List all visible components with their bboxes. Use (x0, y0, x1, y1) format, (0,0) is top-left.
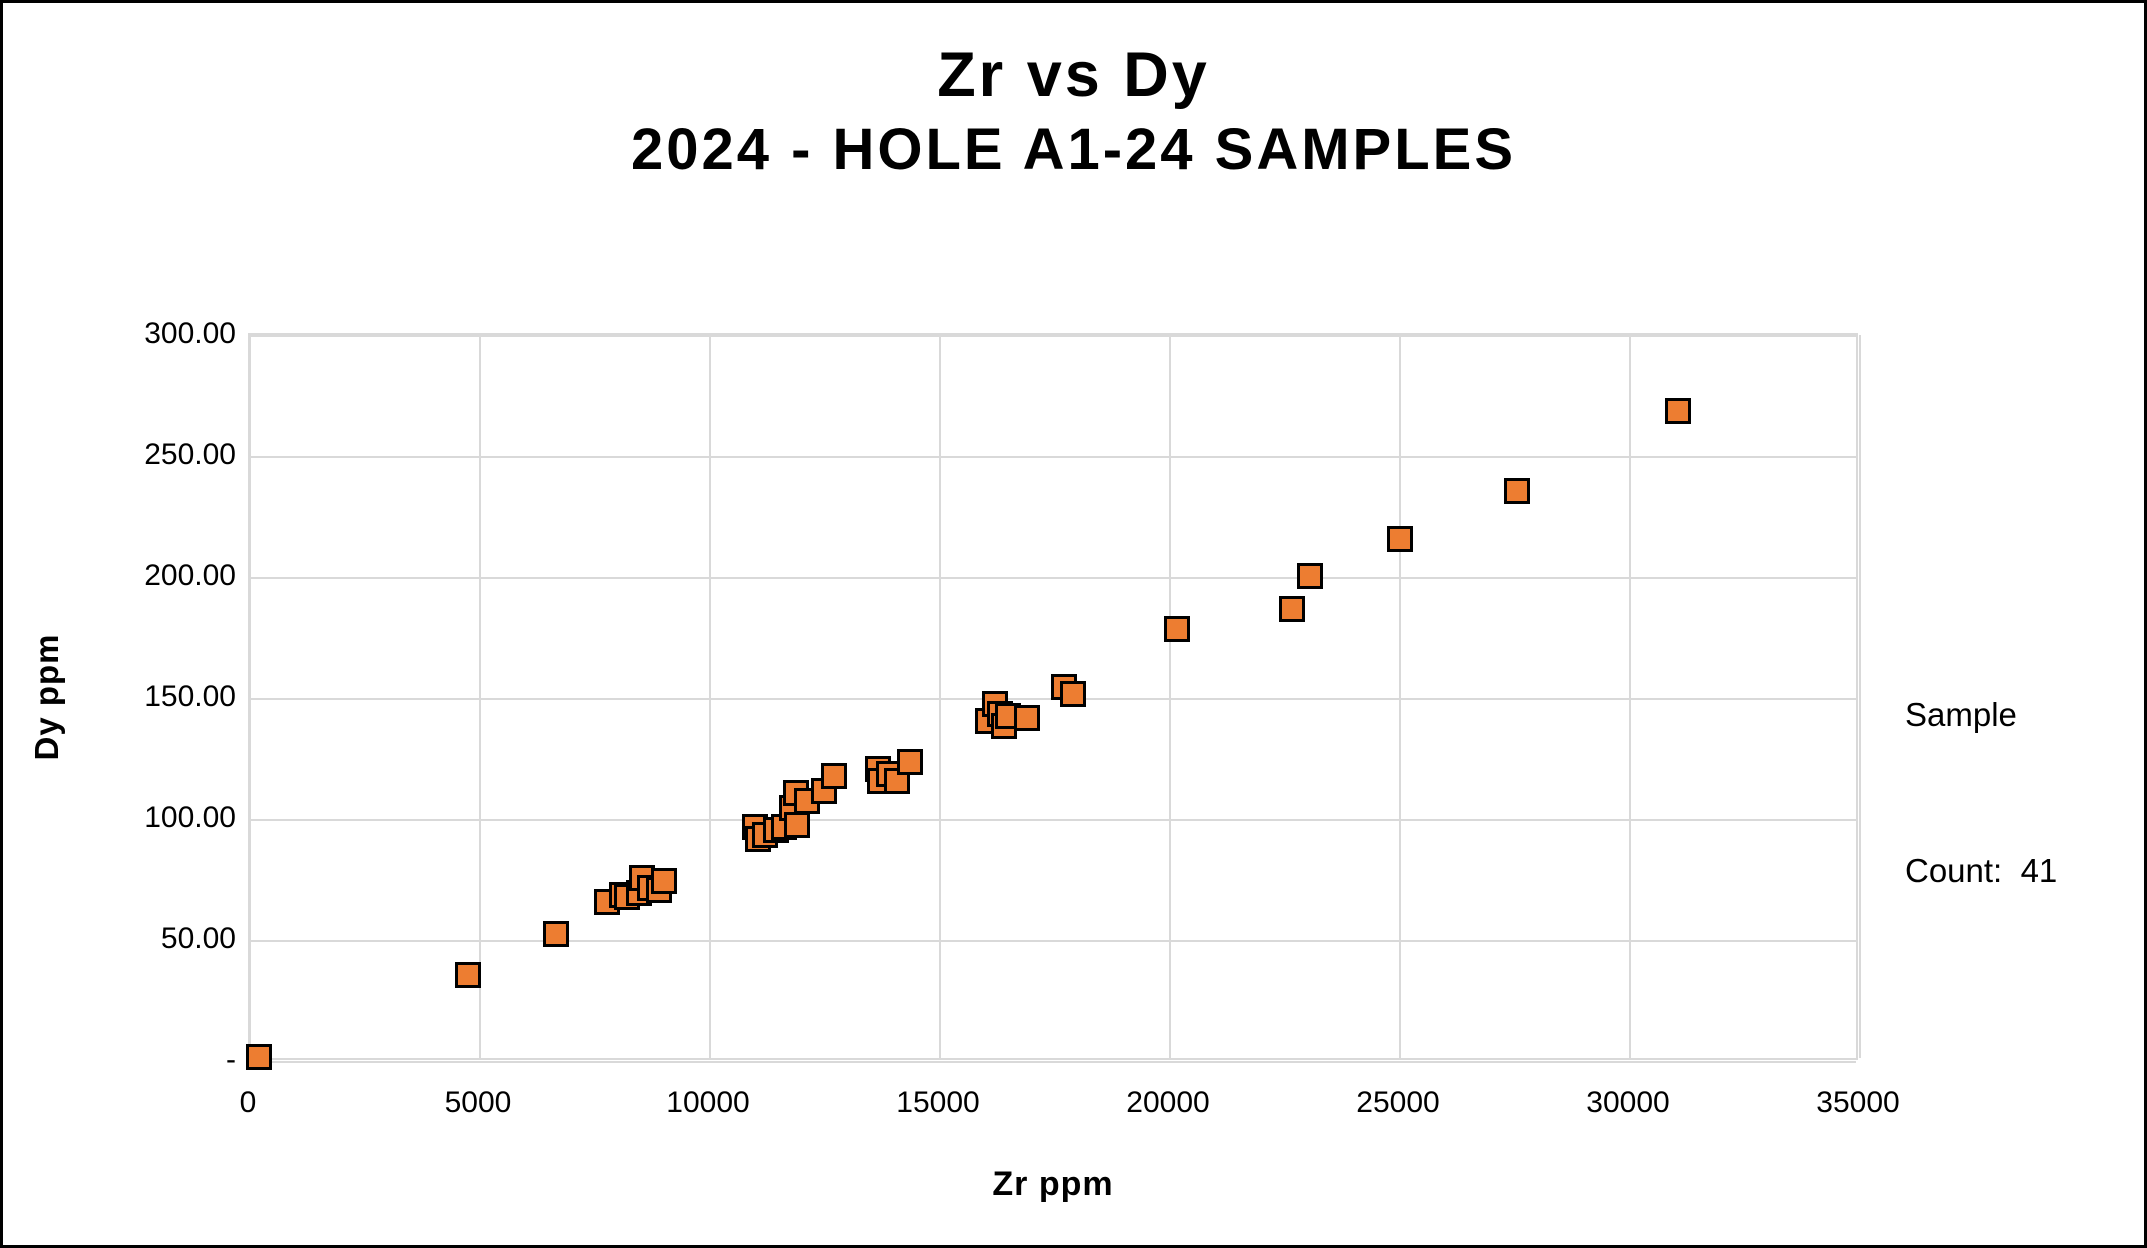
sample-count-line1: Sample (1905, 696, 2017, 733)
x-tick-label: 30000 (1586, 1086, 1670, 1119)
horizontal-gridline (250, 577, 1856, 579)
vertical-gridline (1859, 335, 1861, 1058)
data-point-marker[interactable] (651, 867, 677, 894)
x-tick-label: 10000 (666, 1086, 750, 1119)
data-point-marker[interactable] (1060, 681, 1087, 708)
vertical-gridline (709, 335, 711, 1058)
chart-title-block: Zr vs Dy 2024 - HOLE A1-24 SAMPLES (3, 37, 2144, 187)
y-tick-label: 100.00 (144, 801, 236, 834)
horizontal-gridline (250, 940, 1856, 942)
horizontal-gridline (250, 335, 1856, 337)
data-point-marker[interactable] (1163, 615, 1190, 642)
x-tick-label: 35000 (1816, 1086, 1900, 1119)
y-tick-label: 150.00 (144, 680, 236, 713)
vertical-gridline (1169, 335, 1171, 1058)
sample-count-line2: Count: 41 (1905, 852, 2058, 889)
horizontal-gridline (250, 456, 1856, 458)
plot-area[interactable] (246, 333, 1861, 1071)
vertical-gridline (1629, 335, 1631, 1058)
x-tick-label: 15000 (896, 1086, 980, 1119)
y-tick-label: 250.00 (144, 438, 236, 471)
x-tick-label: 20000 (1126, 1086, 1210, 1119)
horizontal-gridline (250, 1061, 1856, 1063)
chart-title: Zr vs Dy (937, 40, 1210, 110)
x-tick-label: 5000 (444, 1086, 512, 1119)
y-tick-label: 200.00 (144, 559, 236, 592)
data-point-marker[interactable] (783, 811, 810, 838)
data-point-marker[interactable] (821, 763, 848, 790)
y-tick-label: 50.00 (160, 922, 236, 955)
data-point-marker[interactable] (1278, 596, 1305, 623)
chart-subtitle: 2024 - HOLE A1-24 SAMPLES (630, 117, 1517, 182)
vertical-gridline (479, 335, 481, 1058)
data-point-marker[interactable] (455, 961, 482, 988)
vertical-gridline (249, 335, 251, 1058)
y-tick-label: 300.00 (144, 317, 236, 350)
data-point-marker[interactable] (1014, 705, 1041, 732)
data-point-marker[interactable] (246, 1044, 273, 1071)
data-point-marker[interactable] (1665, 398, 1692, 425)
data-point-marker[interactable] (1387, 526, 1413, 553)
data-point-marker[interactable] (542, 920, 569, 947)
vertical-gridline (939, 335, 941, 1058)
y-tick-label: - (226, 1043, 236, 1076)
vertical-gridline (1399, 335, 1401, 1058)
sample-count-annotation: Sample Count: 41 (1905, 585, 2057, 1001)
data-point-marker[interactable] (897, 748, 924, 775)
x-tick-label: 0 (239, 1086, 257, 1119)
data-point-marker[interactable] (1504, 477, 1531, 504)
data-point-marker[interactable] (593, 889, 620, 916)
data-point-marker[interactable] (1296, 562, 1323, 589)
x-axis-title: Zr ppm (992, 1165, 1114, 1203)
horizontal-gridline (250, 819, 1856, 821)
x-tick-label: 25000 (1356, 1086, 1440, 1119)
